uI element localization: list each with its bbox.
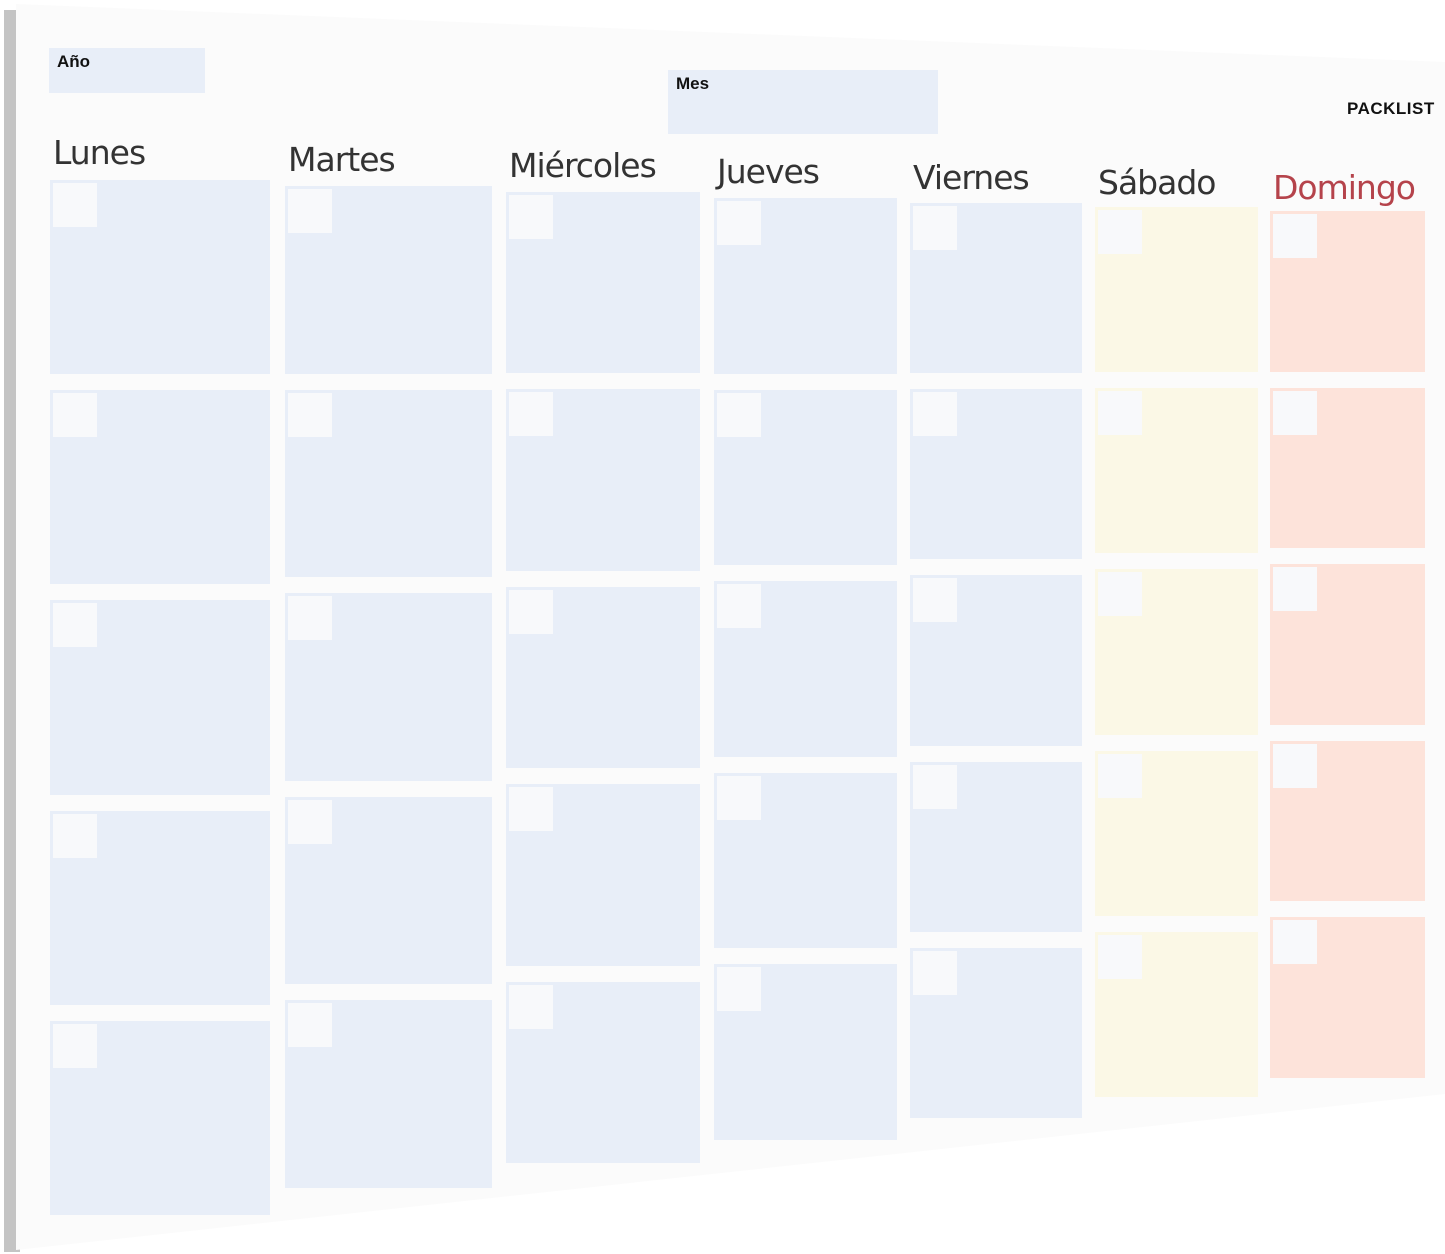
day-cell[interactable] bbox=[1095, 388, 1258, 554]
date-box[interactable] bbox=[717, 584, 761, 629]
day-cell[interactable] bbox=[285, 1000, 492, 1188]
date-box[interactable] bbox=[288, 1003, 332, 1048]
day-cell[interactable] bbox=[50, 810, 270, 1005]
day-cell[interactable] bbox=[1270, 211, 1425, 372]
day-cell[interactable] bbox=[1095, 569, 1258, 735]
day-heading-2: Martes bbox=[288, 140, 396, 179]
day-cell[interactable] bbox=[714, 389, 897, 566]
day-cell[interactable] bbox=[1270, 564, 1425, 725]
date-box[interactable] bbox=[288, 392, 332, 437]
date-box[interactable] bbox=[1273, 567, 1317, 612]
date-box[interactable] bbox=[53, 813, 97, 858]
date-box[interactable] bbox=[717, 967, 761, 1012]
date-box[interactable] bbox=[1098, 572, 1142, 617]
date-box[interactable] bbox=[288, 189, 332, 233]
date-box[interactable] bbox=[913, 950, 957, 995]
day-cell[interactable] bbox=[506, 192, 700, 374]
day-cell[interactable] bbox=[1270, 917, 1425, 1078]
date-box[interactable] bbox=[1273, 920, 1317, 965]
date-box[interactable] bbox=[53, 603, 97, 648]
day-cell[interactable] bbox=[506, 784, 700, 966]
day-heading-6: Sábado bbox=[1098, 163, 1216, 202]
date-box[interactable] bbox=[53, 393, 97, 438]
day-heading-5: Viernes bbox=[913, 158, 1030, 197]
day-cell[interactable] bbox=[1270, 387, 1425, 549]
date-box[interactable] bbox=[1098, 934, 1142, 979]
day-cell[interactable] bbox=[50, 1020, 270, 1215]
date-box[interactable] bbox=[913, 206, 957, 250]
date-box[interactable] bbox=[717, 201, 761, 245]
day-cell[interactable] bbox=[285, 593, 492, 781]
date-box[interactable] bbox=[913, 392, 957, 437]
date-box[interactable] bbox=[1098, 391, 1142, 436]
date-box[interactable] bbox=[509, 195, 553, 239]
date-box[interactable] bbox=[509, 392, 553, 437]
day-cell[interactable] bbox=[714, 964, 897, 1140]
date-box[interactable] bbox=[913, 578, 957, 623]
date-box[interactable] bbox=[509, 589, 553, 634]
day-heading-3: Miércoles bbox=[509, 146, 657, 185]
day-heading-4: Jueves bbox=[717, 152, 820, 191]
date-box[interactable] bbox=[53, 1023, 97, 1068]
day-cell[interactable] bbox=[1095, 931, 1258, 1097]
date-box[interactable] bbox=[1098, 210, 1142, 254]
date-box[interactable] bbox=[509, 984, 553, 1029]
date-box[interactable] bbox=[509, 787, 553, 832]
day-cell[interactable] bbox=[506, 586, 700, 769]
day-cell[interactable] bbox=[910, 575, 1082, 746]
date-box[interactable] bbox=[1273, 390, 1317, 435]
date-box[interactable] bbox=[1098, 753, 1142, 798]
day-cell[interactable] bbox=[910, 203, 1082, 374]
day-cell[interactable] bbox=[1095, 750, 1258, 916]
day-cell[interactable] bbox=[714, 581, 897, 757]
day-cell[interactable] bbox=[50, 180, 270, 375]
year-field[interactable]: Año bbox=[49, 48, 205, 93]
date-box[interactable] bbox=[913, 764, 957, 809]
day-cell[interactable] bbox=[285, 389, 492, 578]
day-cell[interactable] bbox=[1095, 207, 1258, 373]
date-box[interactable] bbox=[1273, 214, 1317, 258]
day-cell[interactable] bbox=[285, 186, 492, 374]
brand-logo: PACKLIST bbox=[1347, 99, 1435, 118]
date-box[interactable] bbox=[288, 596, 332, 641]
day-cell[interactable] bbox=[910, 389, 1082, 560]
year-label: Año bbox=[57, 52, 91, 71]
day-cell[interactable] bbox=[714, 772, 897, 949]
day-cell[interactable] bbox=[50, 390, 270, 585]
day-heading-1: Lunes bbox=[53, 133, 146, 172]
day-cell[interactable] bbox=[714, 198, 897, 374]
date-box[interactable] bbox=[288, 799, 332, 844]
date-box[interactable] bbox=[1273, 743, 1317, 788]
date-box[interactable] bbox=[717, 392, 761, 437]
date-box[interactable] bbox=[717, 775, 761, 820]
month-label: Mes bbox=[676, 74, 710, 93]
day-cell[interactable] bbox=[1270, 740, 1425, 902]
day-cell[interactable] bbox=[506, 981, 700, 1163]
day-cell[interactable] bbox=[50, 600, 270, 795]
month-field[interactable]: Mes bbox=[668, 70, 938, 134]
day-cell[interactable] bbox=[285, 796, 492, 985]
day-cell[interactable] bbox=[910, 947, 1082, 1118]
day-heading-7: Domingo bbox=[1273, 168, 1416, 207]
day-cell[interactable] bbox=[910, 761, 1082, 932]
date-box[interactable] bbox=[53, 183, 97, 227]
day-cell[interactable] bbox=[506, 389, 700, 571]
